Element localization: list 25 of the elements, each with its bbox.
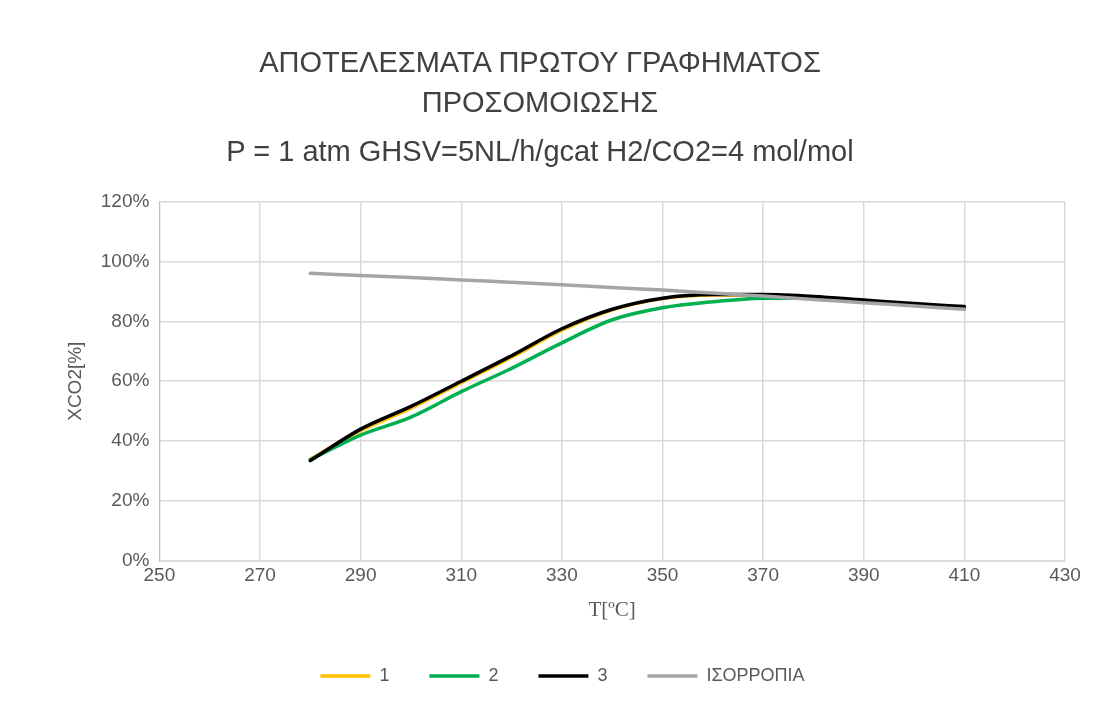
x-tick-label: 310 (445, 563, 478, 585)
x-axis-title: T[ºC] (588, 596, 636, 621)
x-tick-label: 410 (948, 563, 981, 585)
chart-subtitle: P = 1 atm GHSV=5NL/h/gcat H2/CO2=4 mol/mol (225, 135, 855, 168)
y-tick-label: 120% (100, 189, 150, 211)
x-tick-label: 370 (747, 563, 779, 585)
legend-label: 1 (379, 664, 390, 685)
legend-label: 2 (488, 664, 499, 685)
y-axis-title: XCO2[%] (63, 341, 85, 421)
y-tick-label: 20% (111, 489, 150, 511)
y-tick-label: 40% (111, 429, 150, 451)
x-tick-label: 390 (847, 563, 880, 585)
x-tick-label: 430 (1049, 563, 1081, 585)
x-tick-label: 290 (344, 563, 377, 585)
x-tick-label: 350 (646, 563, 679, 585)
y-tick-label: 100% (100, 249, 150, 271)
x-tick-label: 270 (244, 563, 276, 585)
legend-label: 3 (597, 664, 608, 685)
legend-label: ΙΣΟΡΡΟΠΙΑ (706, 664, 805, 685)
line-series (308, 271, 967, 312)
y-tick-label: 80% (111, 309, 150, 331)
line-series (308, 292, 967, 463)
y-tick-label: 60% (111, 369, 150, 391)
x-tick-label: 330 (546, 563, 578, 585)
chart-title: ΑΠΟΤΕΛΕΣΜΑΤΑ ΠΡΩΤΟΥ ΓΡΑΦΗΜΑΤΟΣ ΠΡΟΣΟΜΟΙΩΣΗΣ (258, 45, 822, 120)
